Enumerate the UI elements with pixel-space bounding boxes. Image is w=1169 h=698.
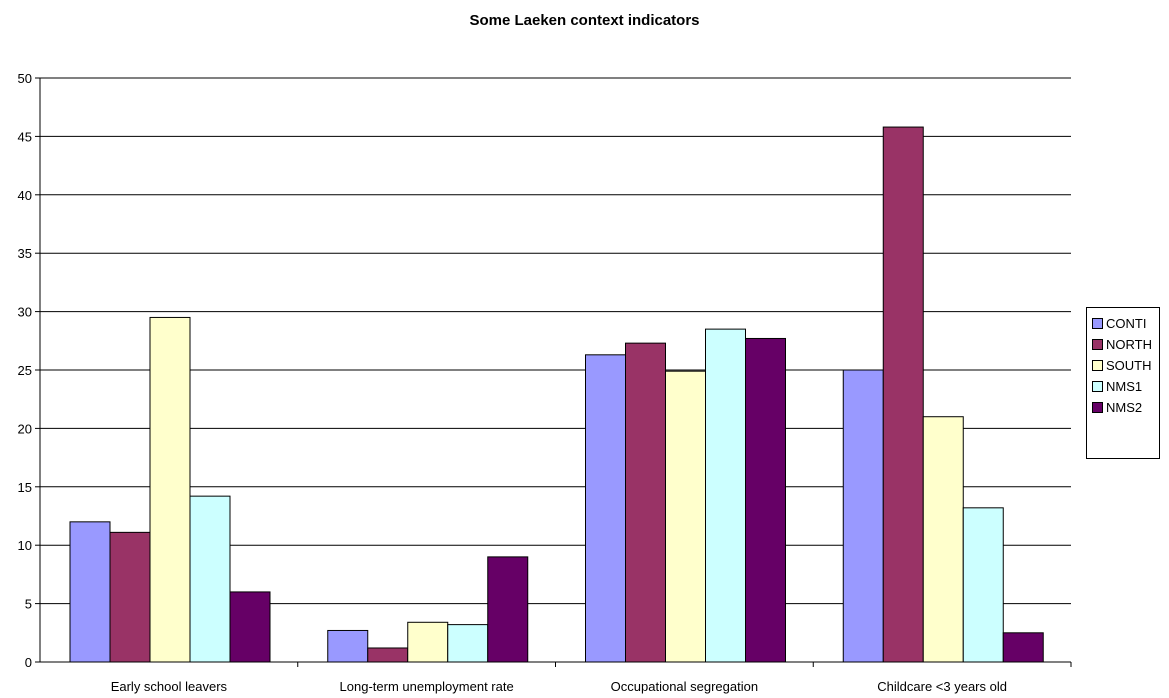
bar [448,625,488,662]
bar [70,522,110,662]
legend-label: NORTH [1106,337,1152,352]
y-tick-label: 10 [18,538,32,553]
bar [368,648,408,662]
legend-item: NORTH [1092,334,1159,355]
legend-label: CONTI [1106,316,1146,331]
x-tick-label: Occupational segregation [611,679,758,694]
x-tick-label: Early school leavers [111,679,228,694]
bar [150,317,190,662]
legend-swatch [1092,339,1103,350]
y-tick-label: 15 [18,480,32,495]
bar [230,592,270,662]
bar [923,417,963,662]
bars [70,127,1043,662]
legend-label: NMS1 [1106,379,1142,394]
bar [666,371,706,662]
y-tick-label: 30 [18,305,32,320]
bar [408,622,448,662]
y-tick-label: 5 [25,597,32,612]
bar [706,329,746,662]
legend: CONTI NORTH SOUTH NMS1 NMS2 [1086,307,1160,459]
bar [328,630,368,662]
y-tick-label: 0 [25,655,32,670]
y-tick-label: 35 [18,246,32,261]
legend-swatch [1092,402,1103,413]
bar [963,508,1003,662]
legend-item: SOUTH [1092,355,1159,376]
bar [488,557,528,662]
x-tick-label: Childcare <3 years old [877,679,1007,694]
y-tick-label: 25 [18,363,32,378]
bar [746,338,786,662]
bar [190,496,230,662]
legend-swatch [1092,318,1103,329]
bar [110,532,150,662]
legend-item: NMS1 [1092,376,1159,397]
bar [1003,633,1043,662]
y-tick-label: 50 [18,71,32,86]
legend-item: NMS2 [1092,397,1159,418]
legend-label: SOUTH [1106,358,1152,373]
bar [843,370,883,662]
bar [883,127,923,662]
x-tick-label: Long-term unemployment rate [340,679,514,694]
legend-label: NMS2 [1106,400,1142,415]
bar [626,343,666,662]
y-tick-label: 45 [18,129,32,144]
legend-swatch [1092,360,1103,371]
legend-swatch [1092,381,1103,392]
y-tick-label: 20 [18,421,32,436]
legend-item: CONTI [1092,313,1159,334]
y-tick-label: 40 [18,188,32,203]
bar [586,355,626,662]
